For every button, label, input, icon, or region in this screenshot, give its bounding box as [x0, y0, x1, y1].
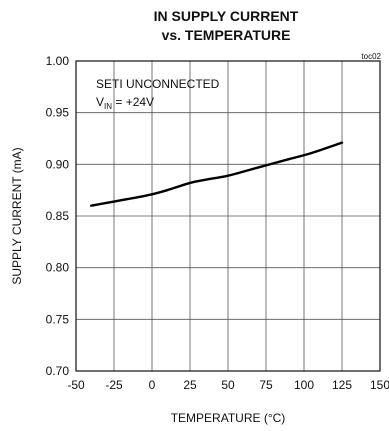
y-tick-label: 0.80: [46, 261, 70, 275]
grid-lines: [76, 61, 380, 371]
annotation-v-value: = +24V: [112, 95, 154, 109]
y-tick-label: 1.00: [46, 54, 70, 68]
y-tick-label: 0.90: [46, 157, 70, 171]
y-axis-label: SUPPLY CURRENT (mA): [10, 147, 24, 284]
annotation-v-subscript: IN: [104, 102, 112, 111]
annotation-line1: SETI UNCONNECTED: [96, 77, 220, 91]
y-tick-labels: 0.70 0.75 0.80 0.85 0.90 0.95 1.00: [46, 54, 70, 378]
y-tick-label: 0.75: [46, 312, 70, 326]
x-tick-label: 100: [294, 378, 314, 392]
y-tick-label: 0.95: [46, 106, 70, 120]
y-tick-label: 0.70: [46, 364, 70, 378]
x-tick-label: -25: [105, 378, 123, 392]
x-tick-label: 150: [370, 378, 389, 392]
annotation-line2: VIN = +24V: [96, 95, 154, 111]
plot-frame: [75, 60, 381, 372]
x-tick-label: 125: [332, 378, 352, 392]
x-tick-label: 25: [183, 378, 197, 392]
annotation-v: V: [96, 95, 104, 109]
y-tick-label: 0.85: [46, 209, 70, 223]
x-tick-label: 50: [221, 378, 235, 392]
x-tick-label: 0: [149, 378, 156, 392]
x-tick-label: 75: [259, 378, 273, 392]
chart-title-line1: IN SUPPLY CURRENT: [154, 8, 299, 24]
figure-code: toc02: [361, 52, 381, 61]
x-tick-label: -50: [67, 378, 85, 392]
chart-title-line2: vs. TEMPERATURE: [162, 27, 291, 43]
series-line: [90, 141, 344, 207]
x-tick-labels: -50 -25 0 25 50 75 100 125 150: [67, 378, 389, 392]
x-axis-label: TEMPERATURE (°C): [171, 411, 286, 425]
